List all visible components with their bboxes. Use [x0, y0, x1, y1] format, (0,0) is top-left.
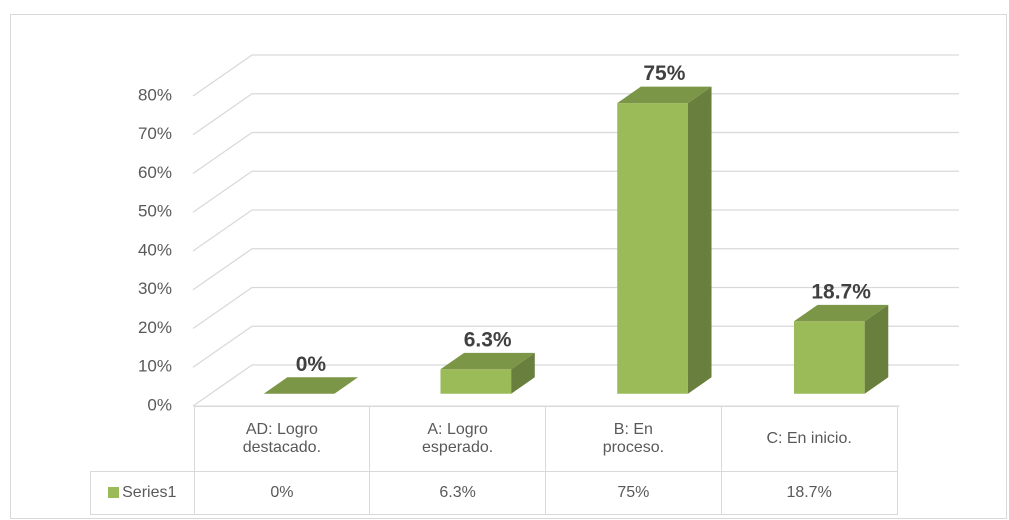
- table-row: AD: Logro destacado. A: Logro esperado. B:…: [90, 406, 898, 472]
- y-tick-label: 70%: [138, 124, 172, 143]
- bar-top: [617, 86, 712, 104]
- grid-line: [192, 170, 959, 213]
- data-label: 6.3%: [464, 328, 512, 351]
- category-label: AD: Logro destacado.: [193, 406, 371, 472]
- bar: [263, 377, 359, 394]
- bar-front: [440, 369, 512, 394]
- legend-key: [108, 486, 120, 498]
- category-label: B: En proceso.: [545, 406, 722, 472]
- y-tick-label: 50%: [138, 202, 172, 221]
- grid-line: [192, 286, 959, 330]
- grid-line: [192, 325, 959, 368]
- grid-line: [192, 54, 959, 97]
- table-value: 6.3%: [369, 470, 546, 515]
- bar-front: [617, 103, 688, 394]
- y-tick-label: 30%: [138, 279, 172, 298]
- y-tick-label: 80%: [138, 85, 172, 104]
- bar-front: [793, 321, 865, 394]
- y-tick-label: 20%: [138, 318, 172, 337]
- grid-line: [192, 93, 959, 136]
- table-value: 18.7%: [720, 470, 898, 515]
- grid-line: [192, 248, 959, 291]
- bar-top: [793, 304, 889, 322]
- bar-side: [864, 304, 889, 394]
- table-row: Series1 0% 6.3% 75% 18.7%: [90, 470, 898, 515]
- legend-entry: Series1: [90, 470, 195, 515]
- data-table: AD: Logro destacado. A: Logro esperado. B:…: [90, 406, 898, 515]
- table-value: 75%: [545, 470, 722, 515]
- bar-top: [263, 377, 359, 394]
- bar-side: [511, 352, 535, 394]
- category-label: A: Logro esperado.: [369, 406, 546, 472]
- y-tick-label: 10%: [138, 357, 172, 376]
- bar-top: [440, 352, 535, 370]
- bar-side: [687, 86, 712, 394]
- grid-line: [192, 364, 959, 407]
- data-label: 75%: [643, 62, 685, 85]
- y-tick-label: 40%: [138, 240, 172, 259]
- table-value: 0%: [193, 470, 371, 515]
- bar: [617, 86, 712, 394]
- grid-line: [192, 209, 959, 252]
- data-label: 18.7%: [811, 280, 871, 303]
- bar: [440, 352, 535, 394]
- chart-border: [10, 14, 1007, 519]
- grid-line: [192, 131, 959, 175]
- category-label: C: En inicio.: [720, 406, 898, 472]
- y-tick-label: 60%: [138, 163, 172, 182]
- legend-label: Series1: [122, 483, 177, 501]
- data-label: 0%: [296, 353, 327, 376]
- table-corner: [90, 406, 195, 472]
- bar: [793, 304, 889, 394]
